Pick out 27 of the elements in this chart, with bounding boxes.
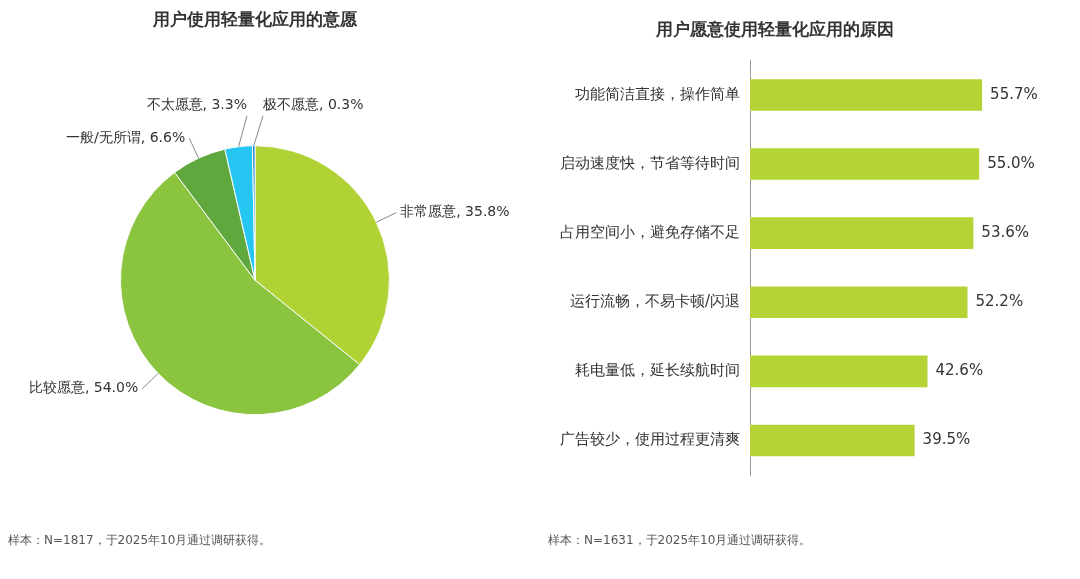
slice-label: 比较愿意, 54.0% bbox=[28, 379, 139, 396]
data-label: 42.6% bbox=[935, 361, 984, 380]
slice-label: 不太愿意, 3.3% bbox=[146, 96, 247, 113]
text: 样本：N=1817，于2025年10月通过调研获得。 bbox=[8, 532, 272, 549]
bar bbox=[750, 79, 983, 111]
y-tick-label: 占用空间小，避免存储不足 bbox=[560, 223, 740, 242]
slice-label: 一般/无所谓, 6.6% bbox=[66, 128, 186, 145]
slice-label: 极不愿意, 0.3% bbox=[262, 96, 364, 113]
data-label: 39.5% bbox=[922, 430, 971, 449]
data-label: 52.2% bbox=[975, 292, 1024, 311]
chart-title: 用户使用轻量化应用的意愿 bbox=[152, 8, 358, 29]
y-tick-label: 广告较少，使用过程更清爽 bbox=[560, 430, 740, 449]
y-tick-label: 耗电量低，延长续航时间 bbox=[575, 361, 740, 380]
y-tick-label: 运行流畅，不易卡顿/闪退 bbox=[569, 292, 740, 311]
data-label: 55.7% bbox=[990, 84, 1038, 103]
chart-title: 用户愿意使用轻量化应用的原因 bbox=[655, 18, 894, 39]
bar bbox=[750, 424, 915, 457]
data-label: 55.0% bbox=[987, 153, 1035, 172]
text: 样本：N=1631，于2025年10月通过调研获得。 bbox=[548, 532, 812, 549]
y-tick-label: 启动速度快，节省等待时间 bbox=[560, 153, 740, 172]
slice-label: 非常愿意, 35.8% bbox=[400, 203, 510, 220]
data-label: 53.6% bbox=[981, 223, 1029, 242]
y-tick-label: 功能简洁直接，操作简单 bbox=[575, 84, 740, 103]
bar bbox=[750, 148, 980, 180]
bar bbox=[750, 355, 928, 388]
bar bbox=[750, 217, 974, 249]
bar bbox=[750, 286, 968, 319]
